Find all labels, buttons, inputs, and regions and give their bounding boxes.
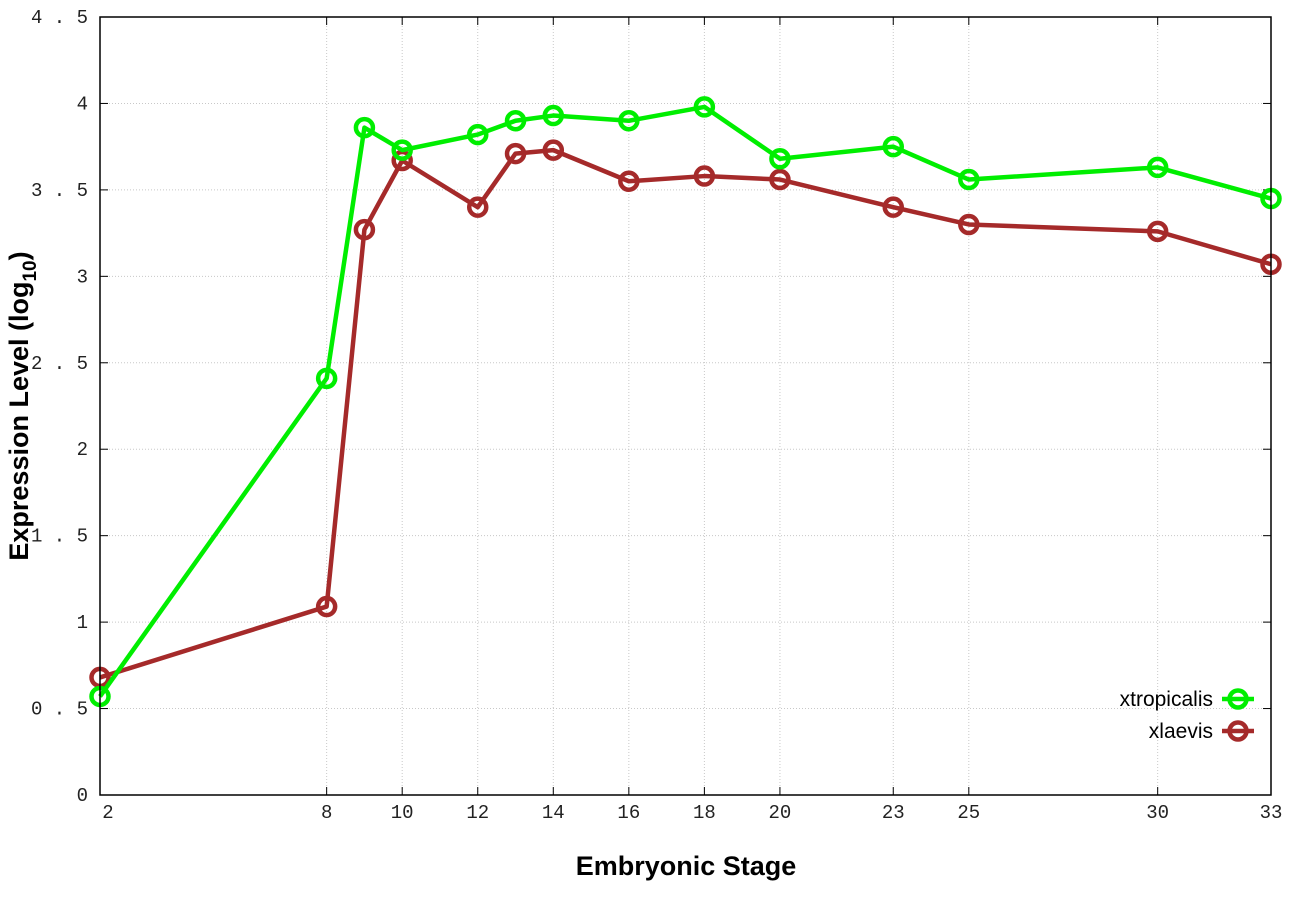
data-point [466, 123, 489, 146]
data-point [466, 196, 489, 218]
legend-marker-swatch [1227, 720, 1249, 742]
data-point [542, 139, 565, 161]
series-xtropicalis [89, 96, 1282, 708]
series-xlaevis [89, 139, 1282, 689]
data-point [391, 139, 413, 161]
y-axis-label-subscript: 10 [20, 260, 41, 281]
y-tick-label: 2 . 5 [31, 353, 88, 375]
data-point [958, 213, 980, 236]
data-point [769, 168, 791, 191]
y-tick-label: 4 [77, 93, 88, 115]
x-axis-label: Embryonic Stage [576, 851, 797, 881]
y-tick-label: 0 . 5 [31, 699, 88, 721]
ticks: 0 0 . 5 1 1 . 5 2 2 . 5 3 3 . 5 4 4 . 5 2 8 10 12 14 16… [31, 7, 1282, 824]
data-point [958, 168, 980, 191]
data-point [1146, 220, 1169, 243]
series-line [98, 104, 1272, 698]
data-point [618, 170, 640, 192]
y-tick-label: 2 [77, 439, 88, 461]
legend-label: xtropicalis [1120, 688, 1213, 711]
plot-frame [99, 16, 1272, 796]
data-point [315, 367, 338, 390]
x-tick-label: 20 [769, 802, 792, 824]
x-tick-label: 23 [882, 802, 905, 824]
x-tick-label: 33 [1260, 802, 1283, 824]
x-tick-label: 8 [321, 802, 332, 824]
data-point [504, 142, 527, 165]
x-tick-label: 12 [466, 802, 489, 824]
y-axis-label: Expression Level (log10) [4, 251, 41, 560]
y-tick-label: 3 [77, 266, 88, 288]
legend-marker-swatch [1227, 688, 1249, 710]
data-point [618, 109, 640, 132]
data-point [504, 109, 527, 132]
x-tick-label: 10 [391, 802, 414, 824]
x-tick-label: 25 [957, 802, 980, 824]
data-point [353, 218, 376, 241]
legend-label: xlaevis [1149, 720, 1213, 743]
x-tick-label: 14 [542, 802, 565, 824]
data-point [769, 148, 791, 170]
series-line [99, 147, 1272, 680]
data-point [542, 104, 565, 127]
x-tick-label: 18 [693, 802, 716, 824]
x-tick-label: 16 [617, 802, 640, 824]
data-point [315, 595, 338, 618]
legend: xtropicalis xlaevis [1120, 688, 1254, 743]
x-tick-label: 2 [102, 802, 113, 824]
data-point [1146, 156, 1169, 179]
y-tick-label: 1 [77, 612, 88, 634]
grid [100, 17, 1271, 795]
data-point [693, 165, 716, 187]
y-tick-label: 4 . 5 [31, 7, 88, 29]
y-tick-label: 1 . 5 [31, 526, 88, 548]
series-group [89, 96, 1282, 708]
y-tick-label: 3 . 5 [31, 180, 88, 202]
data-point [353, 116, 376, 139]
data-point [882, 135, 905, 158]
data-point [882, 196, 905, 218]
x-tick-label: 30 [1146, 802, 1169, 824]
y-tick-label: 0 [77, 785, 88, 807]
data-point [693, 96, 716, 118]
